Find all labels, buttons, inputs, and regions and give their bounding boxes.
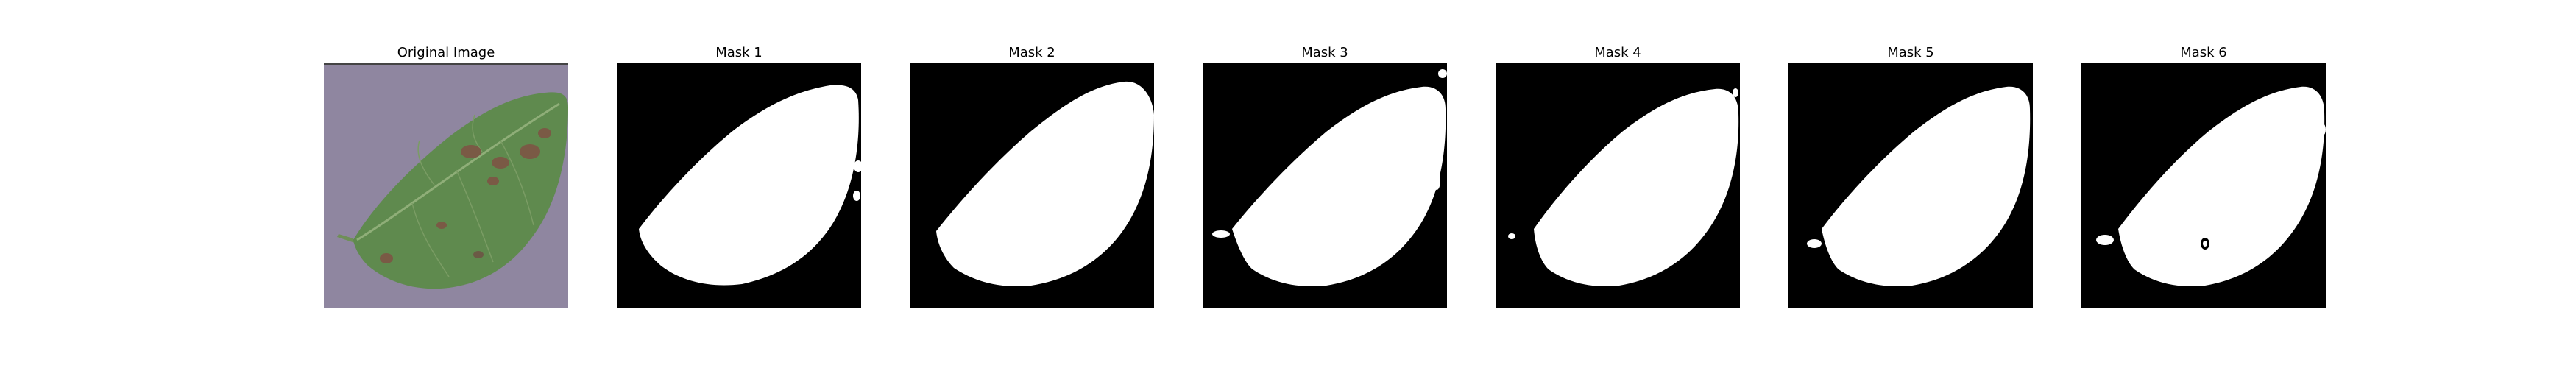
mask-image — [1203, 63, 1447, 308]
panel-title: Mask 1 — [715, 45, 762, 60]
panel-mask-2: Mask 2 — [910, 0, 1154, 368]
mask-image — [1496, 63, 1740, 308]
leaf-midrib — [356, 102, 560, 241]
leaf-photo — [324, 63, 568, 308]
panel-original-image: Original Image — [324, 0, 568, 368]
panel-mask-1: Mask 1 — [617, 0, 861, 368]
panel-mask-6: Mask 6 — [2081, 0, 2326, 368]
mask-image — [2081, 63, 2326, 308]
panel-title: Mask 4 — [1594, 45, 1641, 60]
panel-title: Mask 5 — [1887, 45, 1934, 60]
panel-title: Original Image — [397, 45, 495, 60]
mask-image — [1788, 63, 2033, 308]
panel-mask-5: Mask 5 — [1788, 0, 2033, 368]
mask-image — [617, 63, 861, 308]
leaf-shape — [353, 92, 568, 289]
panel-title: Mask 2 — [1008, 45, 1055, 60]
panel-title: Mask 3 — [1301, 45, 1348, 60]
leaf-stem — [337, 234, 355, 243]
mask-image — [910, 63, 1154, 308]
panel-title: Mask 6 — [2180, 45, 2227, 60]
panel-mask-3: Mask 3 — [1203, 0, 1447, 368]
panel-mask-4: Mask 4 — [1496, 0, 1740, 368]
